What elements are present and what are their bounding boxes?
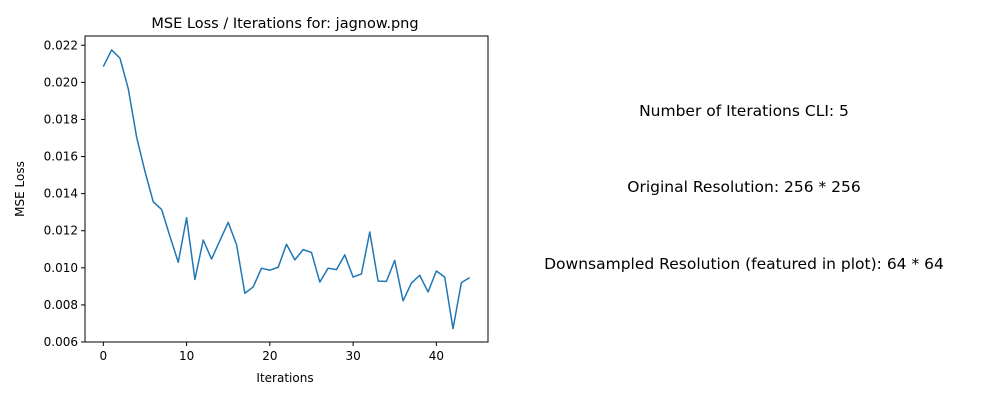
y-tick-label: 0.010 bbox=[44, 261, 78, 275]
x-tick-label: 30 bbox=[345, 349, 360, 363]
x-tick-label: 10 bbox=[179, 349, 194, 363]
y-tick-label: 0.018 bbox=[44, 112, 78, 126]
y-tick-label: 0.022 bbox=[44, 38, 78, 52]
plot-frame bbox=[84, 35, 489, 343]
x-axis-ticks: 0 10 20 30 40 bbox=[99, 342, 444, 363]
x-tick-label: 0 bbox=[99, 349, 107, 363]
x-axis-label: Iterations bbox=[256, 371, 313, 385]
plot-series bbox=[102, 49, 471, 330]
series-line bbox=[102, 49, 471, 330]
y-tick-label: 0.016 bbox=[44, 150, 78, 164]
original-resolution-text: Original Resolution: 256 * 256 bbox=[627, 178, 861, 196]
x-tick-label: 40 bbox=[429, 349, 444, 363]
y-tick-label: 0.006 bbox=[44, 335, 78, 349]
y-tick-label: 0.012 bbox=[44, 224, 78, 238]
y-axis-ticks: 0.006 0.008 0.010 0.012 0.014 0.016 0.018 0.020… bbox=[44, 38, 85, 349]
y-tick-label: 0.020 bbox=[44, 75, 78, 89]
x-tick-label: 20 bbox=[262, 349, 277, 363]
y-tick-label: 0.008 bbox=[44, 298, 78, 312]
iterations-cli-text: Number of Iterations CLI: 5 bbox=[639, 102, 849, 120]
downsampled-resolution-text: Downsampled Resolution (featured in plot… bbox=[544, 255, 944, 273]
y-tick-label: 0.014 bbox=[44, 187, 78, 201]
y-axis-label: MSE Loss bbox=[13, 161, 27, 217]
chart-title: MSE Loss / Iterations for: jagnow.png bbox=[151, 16, 418, 32]
